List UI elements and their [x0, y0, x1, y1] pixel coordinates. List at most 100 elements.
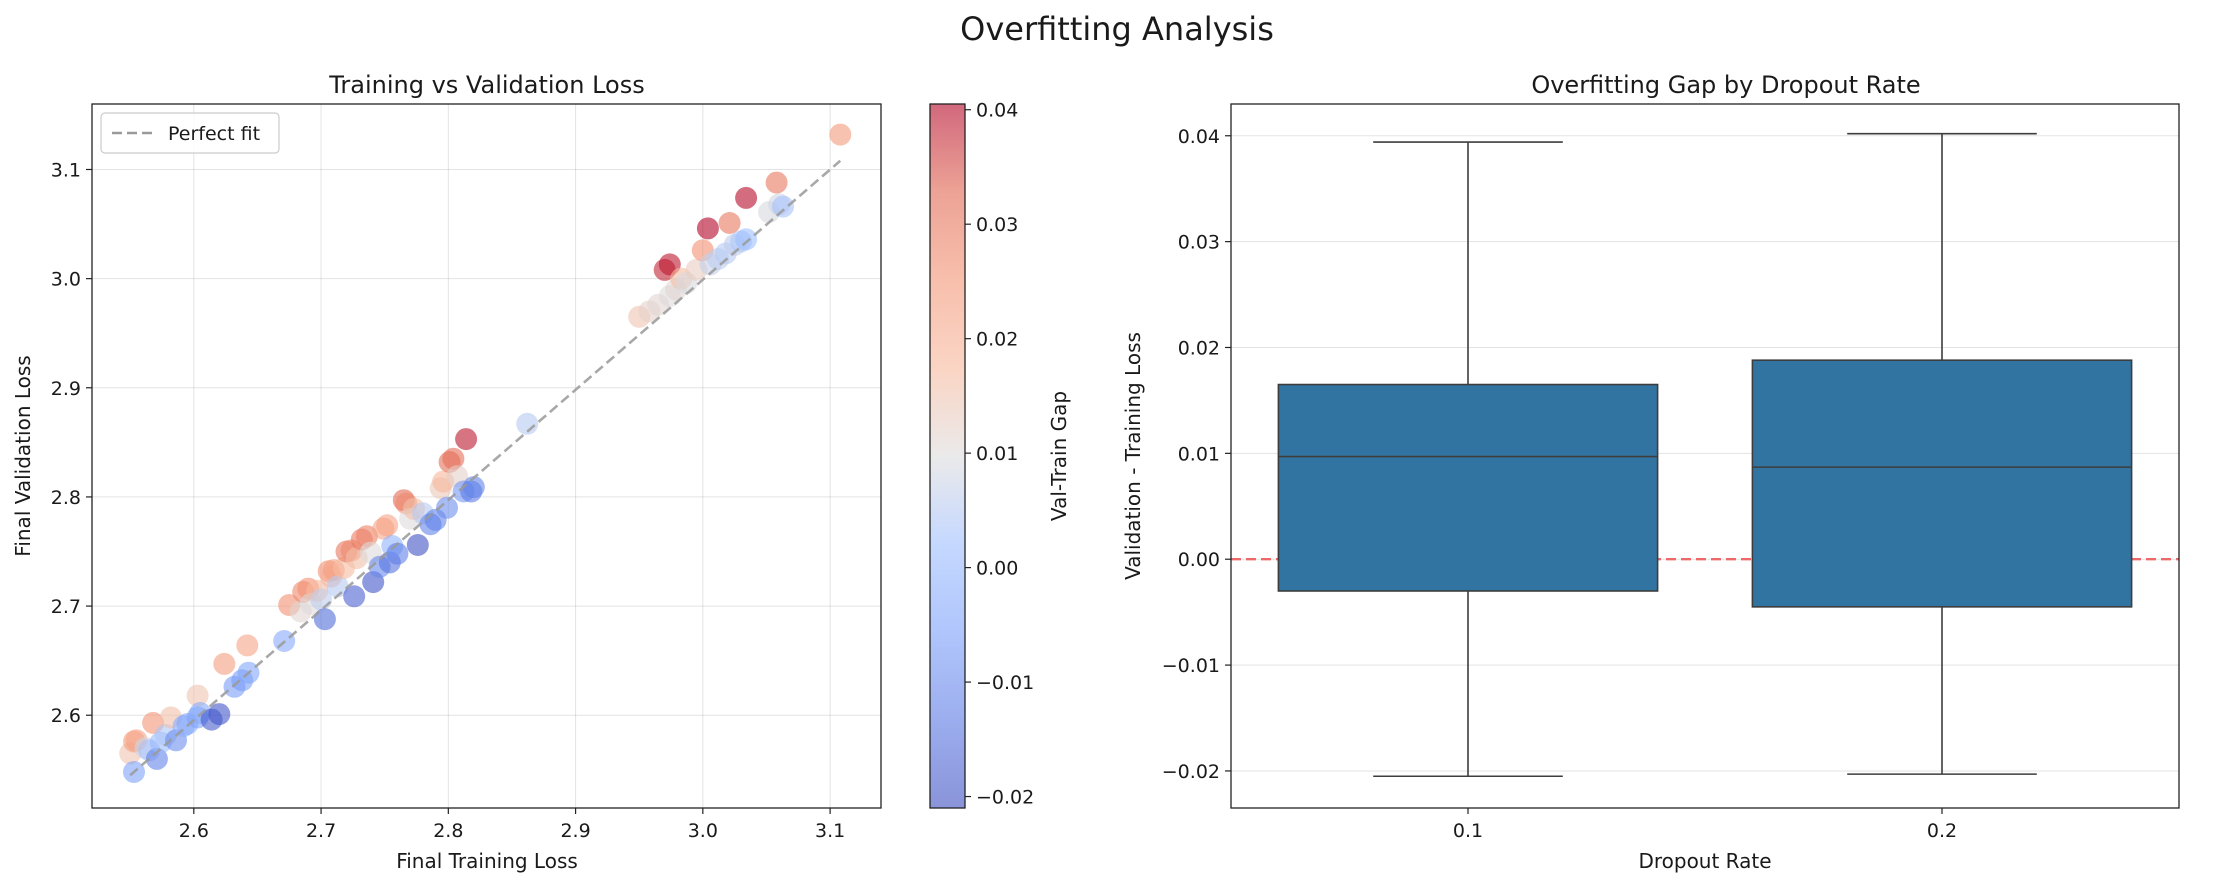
x-tick-label: 2.9 [560, 820, 590, 842]
box-title: Overfitting Gap by Dropout Rate [1531, 71, 1920, 99]
x-tick: 3.1 [815, 808, 845, 842]
scatter-points [119, 123, 852, 783]
colorbar-tick-label: 0.00 [976, 558, 1018, 580]
box-0.2 [1751, 132, 2133, 775]
x-tick: 2.8 [433, 808, 463, 842]
x-tick-label: 3.0 [688, 820, 718, 842]
x-tick: 2.9 [560, 808, 591, 842]
scatter-y-ticks: 2.6 2.7 2.8 2.9 3.0 3.1 [51, 159, 92, 727]
x-tick-label: 2.7 [306, 820, 336, 842]
x-tick-label: 2.8 [433, 820, 463, 842]
scatter-point [386, 542, 409, 565]
legend-box [100, 112, 280, 154]
scatter-point [735, 228, 758, 251]
y-tick: 0.01 [1178, 443, 1231, 465]
scatter-x-ticks: 2.6 2.7 2.8 2.9 3.0 3.1 [179, 808, 845, 842]
y-tick: 2.9 [51, 378, 92, 400]
figure-title: Overfitting Analysis [960, 10, 1274, 48]
scatter-point [765, 171, 788, 194]
y-tick-label: −0.01 [1162, 655, 1220, 677]
colorbar: 0.04 0.03 0.02 0.01 0.00 −0.01 −0.02 Val-Train… [929, 100, 1071, 809]
y-tick-label: 3.1 [51, 159, 81, 181]
colorbar-tick: −0.01 [965, 672, 1034, 694]
scatter-point [145, 747, 168, 770]
scatter-point [376, 514, 399, 537]
scatter-frame [91, 103, 882, 809]
box-chart: Overfitting Gap by Dropout Rate 0.04 0.03… [1121, 71, 2180, 873]
scatter-point [696, 217, 719, 240]
y-tick-label: 0.00 [1178, 549, 1220, 571]
x-tick-label: 0.2 [1927, 820, 1957, 842]
colorbar-tick: 0.04 [965, 100, 1018, 122]
scatter-x-label: Final Training Loss [396, 849, 578, 873]
scatter-point [829, 123, 852, 146]
box-x-label: Dropout Rate [1638, 849, 1771, 873]
x-tick: 2.6 [179, 808, 209, 842]
y-tick: −0.02 [1162, 761, 1231, 783]
x-tick-label: 3.1 [815, 820, 845, 842]
scatter-y-label: Final Validation Loss [11, 355, 35, 556]
x-tick: 0.1 [1453, 808, 1483, 842]
colorbar-tick: 0.00 [965, 558, 1018, 580]
scatter-chart: Training vs Validation Loss 2.6 2.7 2.8 2.9… [11, 71, 882, 873]
y-tick-label: 3.0 [51, 269, 81, 291]
scatter-point [313, 608, 336, 631]
y-tick: 0.00 [1178, 549, 1231, 571]
scatter-point [326, 575, 349, 598]
colorbar-tick: 0.01 [965, 443, 1018, 465]
colorbar-tick-label: 0.01 [976, 443, 1018, 465]
colorbar-label: Val-Train Gap [1047, 391, 1071, 521]
perfect-fit-line [129, 159, 842, 777]
box-y-ticks: 0.04 0.03 0.02 0.01 0.00 −0.01 −0.02 [1162, 126, 1231, 783]
colorbar-tick-label: 0.03 [976, 214, 1018, 236]
colorbar-gradient [930, 104, 965, 808]
y-tick: 3.1 [51, 159, 92, 181]
x-tick-label: 0.1 [1453, 820, 1483, 842]
scatter-point [462, 476, 485, 499]
box-y-label: Validation - Training Loss [1121, 332, 1145, 580]
scatter-point [213, 652, 236, 675]
x-tick: 2.7 [306, 808, 336, 842]
scatter-point [442, 447, 465, 470]
scatter-point [236, 634, 259, 657]
y-tick-label: −0.02 [1162, 761, 1220, 783]
y-tick: 0.03 [1178, 232, 1231, 254]
x-tick-label: 2.6 [179, 820, 209, 842]
y-tick-label: 2.8 [51, 487, 81, 509]
y-tick-label: 2.9 [51, 378, 81, 400]
scatter-point [355, 525, 378, 548]
scatter-point [186, 684, 209, 707]
scatter-point [772, 195, 794, 218]
y-tick: 2.7 [51, 596, 92, 618]
colorbar-tick-label: 0.04 [976, 100, 1018, 122]
scatter-point [455, 428, 478, 451]
box-x-ticks: 0.1 0.2 [1453, 808, 1957, 842]
x-tick: 3.0 [688, 808, 718, 842]
scatter-point [208, 703, 231, 726]
scatter-point [735, 186, 758, 209]
y-tick: 2.8 [51, 487, 92, 509]
scatter-point [436, 496, 458, 519]
scatter-legend: Perfect fit [100, 112, 280, 154]
legend-label: Perfect fit [168, 123, 260, 145]
y-tick: −0.01 [1162, 655, 1231, 677]
box-frame [1230, 103, 2180, 809]
y-tick-label: 2.6 [51, 705, 81, 727]
y-tick-label: 2.7 [51, 596, 81, 618]
colorbar-ticks: 0.04 0.03 0.02 0.01 0.00 −0.01 −0.02 [965, 100, 1034, 809]
y-tick: 2.6 [51, 705, 92, 727]
colorbar-tick-label: 0.02 [976, 329, 1018, 351]
scatter-point [406, 534, 429, 556]
x-tick: 0.2 [1927, 808, 1957, 842]
colorbar-tick: 0.03 [965, 214, 1018, 236]
colorbar-frame [929, 103, 966, 809]
y-tick: 3.0 [51, 269, 92, 291]
box-iqr [1751, 359, 2133, 608]
box-iqr [1277, 383, 1659, 592]
box-0.1 [1277, 141, 1659, 778]
scatter-point [516, 412, 539, 435]
scatter-title: Training vs Validation Loss [328, 71, 644, 99]
colorbar-tick: 0.02 [965, 329, 1018, 351]
y-tick-label: 0.02 [1178, 337, 1220, 359]
